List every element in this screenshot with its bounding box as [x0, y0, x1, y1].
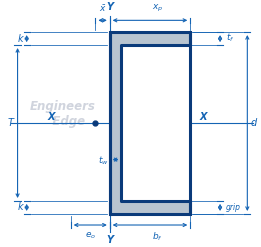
Text: Engineers
   Edge: Engineers Edge	[30, 100, 96, 128]
Text: X: X	[48, 112, 55, 122]
Bar	[121, 201, 190, 214]
Bar	[121, 32, 190, 45]
Text: T: T	[7, 118, 13, 128]
Text: $t_w$: $t_w$	[98, 155, 109, 167]
Bar	[121, 45, 190, 201]
Text: Y: Y	[106, 2, 113, 12]
Text: $b_f$: $b_f$	[152, 231, 163, 243]
Text: $\bar{x}$: $\bar{x}$	[99, 3, 106, 14]
Text: $x_p$: $x_p$	[152, 3, 163, 14]
Text: X: X	[199, 112, 207, 122]
Text: k: k	[17, 34, 23, 44]
Text: $e_o$: $e_o$	[85, 231, 96, 241]
Text: $t_f$: $t_f$	[226, 31, 234, 44]
Text: Y: Y	[106, 235, 113, 245]
Text: d: d	[251, 118, 257, 128]
Bar	[110, 32, 121, 214]
Text: k: k	[17, 203, 23, 212]
Text: grip: grip	[226, 203, 241, 212]
